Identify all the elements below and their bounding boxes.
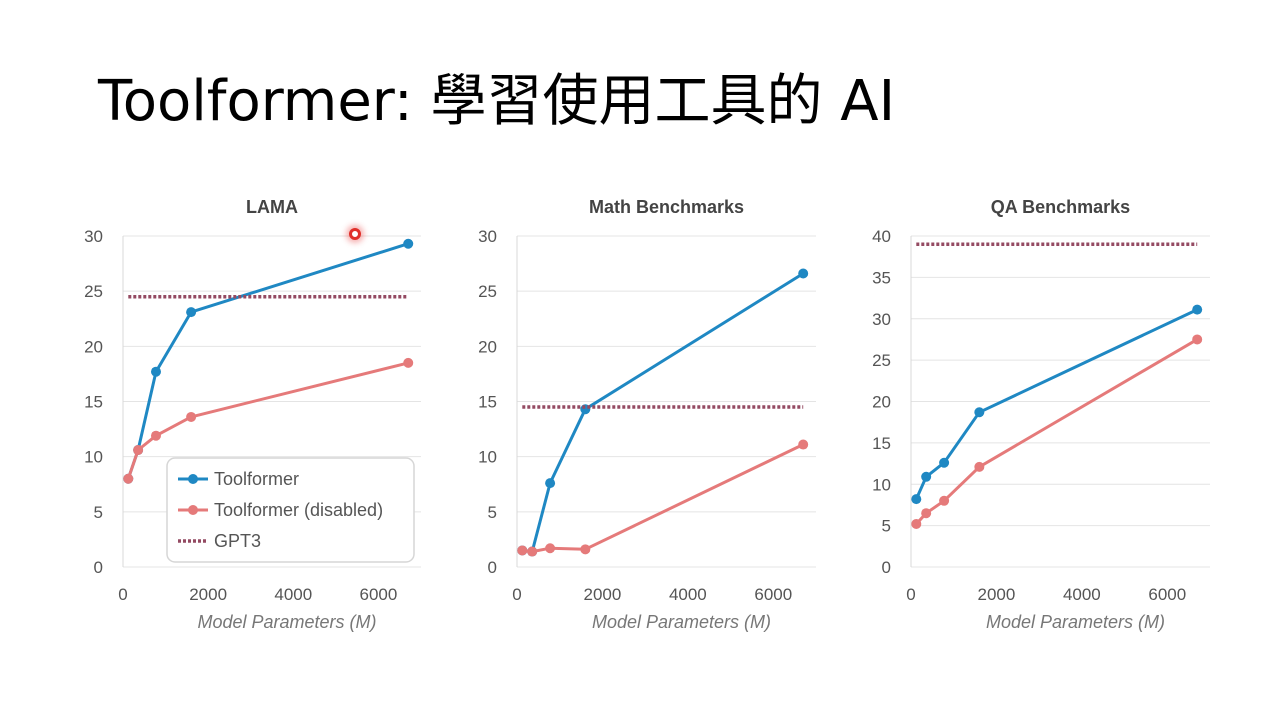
y-tick-label: 20 <box>872 393 891 412</box>
chart-title: LAMA <box>246 197 298 217</box>
y-tick-label: 5 <box>94 503 103 522</box>
y-tick-label: 10 <box>478 448 497 467</box>
x-tick-label: 2000 <box>189 585 227 604</box>
data-point-toolformer-disabled <box>186 411 197 422</box>
series-line-toolformer <box>522 272 804 554</box>
y-tick-label: 30 <box>872 310 891 329</box>
data-point-toolformer-disabled <box>545 543 556 554</box>
data-point-toolformer <box>939 457 950 468</box>
cursor-marker <box>349 228 361 240</box>
data-point-toolformer <box>1192 304 1203 315</box>
data-point-toolformer <box>921 471 932 482</box>
y-tick-label: 10 <box>84 448 103 467</box>
legend-label: Toolformer (disabled) <box>214 500 383 520</box>
legend-marker-toolformer <box>188 474 198 484</box>
y-tick-label: 30 <box>478 227 497 246</box>
x-tick-label: 2000 <box>978 585 1016 604</box>
x-tick-label: 6000 <box>754 585 792 604</box>
y-tick-label: 5 <box>882 517 891 536</box>
y-tick-label: 0 <box>882 558 891 577</box>
legend-label: GPT3 <box>214 531 261 551</box>
x-tick-label: 4000 <box>274 585 312 604</box>
data-point-toolformer <box>403 238 414 249</box>
chart-title: Math Benchmarks <box>589 197 744 217</box>
x-tick-label: 6000 <box>360 585 398 604</box>
y-tick-label: 40 <box>872 227 891 246</box>
x-axis-label: Model Parameters (M) <box>986 612 1165 632</box>
x-axis-label: Model Parameters (M) <box>197 612 376 632</box>
data-point-toolformer <box>798 268 809 279</box>
chart-title: QA Benchmarks <box>991 197 1130 217</box>
data-point-toolformer-disabled <box>974 461 985 472</box>
y-tick-label: 25 <box>478 282 497 301</box>
y-tick-label: 15 <box>872 434 891 453</box>
x-tick-label: 0 <box>906 585 915 604</box>
data-point-toolformer-disabled <box>133 445 144 456</box>
y-tick-label: 20 <box>84 337 103 356</box>
data-point-toolformer <box>150 366 161 377</box>
legend-marker-toolformer-disabled <box>188 505 198 515</box>
data-point-toolformer <box>186 307 197 318</box>
x-tick-label: 6000 <box>1148 585 1186 604</box>
data-point-toolformer-disabled <box>123 473 134 484</box>
y-tick-label: 15 <box>478 393 497 412</box>
series-line-toolformer <box>914 308 1198 500</box>
y-tick-label: 5 <box>488 503 497 522</box>
series-line-toolformer-disabled <box>522 443 804 554</box>
y-tick-label: 15 <box>84 393 103 412</box>
data-point-toolformer <box>911 494 922 505</box>
data-point-toolformer <box>545 478 556 489</box>
data-point-toolformer <box>974 407 985 418</box>
x-tick-label: 4000 <box>669 585 707 604</box>
data-point-toolformer-disabled <box>150 430 161 441</box>
data-point-toolformer-disabled <box>798 439 809 450</box>
y-tick-label: 0 <box>94 558 103 577</box>
x-tick-label: 0 <box>512 585 521 604</box>
x-tick-label: 4000 <box>1063 585 1101 604</box>
series-line-toolformer-disabled <box>915 338 1198 526</box>
chart-lama: LAMA 0 5 10 15 20 25 30 0 2000 4000 6000 Model Param… <box>84 197 421 632</box>
data-point-toolformer-disabled <box>921 508 932 519</box>
data-point-toolformer-disabled <box>939 495 950 506</box>
chart-qa-benchmarks: QA Benchmarks 0 5 10 15 20 25 30 35 40 0 2000 4000 60… <box>872 197 1210 632</box>
data-point-toolformer-disabled <box>517 545 528 556</box>
y-tick-label: 0 <box>488 558 497 577</box>
slide-title: Toolformer: 學習使用工具的 AI <box>98 69 896 134</box>
y-tick-label: 25 <box>872 351 891 370</box>
data-point-toolformer-disabled <box>527 546 538 557</box>
x-tick-label: 2000 <box>584 585 622 604</box>
data-point-toolformer-disabled <box>911 518 922 529</box>
chart-math-benchmarks: Math Benchmarks 0 5 10 15 20 25 30 0 2000 4000 6000… <box>478 197 816 632</box>
y-tick-label: 30 <box>84 227 103 246</box>
y-tick-label: 20 <box>478 337 497 356</box>
legend: Toolformer Toolformer (disabled) GPT3 <box>166 457 415 563</box>
y-tick-label: 10 <box>872 475 891 494</box>
x-axis-label: Model Parameters (M) <box>592 612 771 632</box>
y-tick-label: 25 <box>84 282 103 301</box>
series-line-toolformer <box>126 242 409 480</box>
legend-label: Toolformer <box>214 469 299 489</box>
data-point-toolformer-disabled <box>1192 334 1203 345</box>
y-tick-label: 35 <box>872 268 891 287</box>
data-point-toolformer-disabled <box>403 357 414 368</box>
x-tick-label: 0 <box>118 585 127 604</box>
data-point-toolformer-disabled <box>580 544 591 555</box>
legend-box <box>166 457 415 563</box>
